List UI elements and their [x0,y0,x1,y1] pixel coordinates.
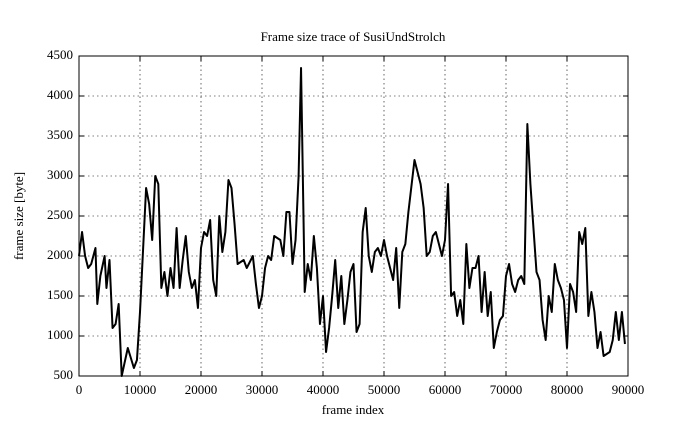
y-tick-label: 500 [54,367,74,382]
y-tick-label: 2500 [47,207,73,222]
y-tick-label: 2000 [47,247,73,262]
x-tick-label: 30000 [246,382,279,397]
x-tick-label: 10000 [124,382,157,397]
x-tick-label: 80000 [551,382,584,397]
y-tick-label: 3500 [47,127,73,142]
y-tick-label: 1000 [47,327,73,342]
data-line [78,67,626,377]
y-tick-label: 4000 [47,87,73,102]
x-axis-label: frame index [322,402,385,417]
x-tick-label: 0 [76,382,83,397]
x-tick-label: 90000 [612,382,645,397]
y-tick-label: 1500 [47,287,73,302]
x-tick-label: 70000 [490,382,523,397]
plot-frame [78,55,629,377]
chart-title: Frame size trace of SusiUndStrolch [261,29,446,44]
x-tick-label: 60000 [429,382,462,397]
x-tick-label: 50000 [368,382,401,397]
x-tick-label: 20000 [185,382,218,397]
y-tick-label: 4500 [47,47,73,62]
y-axis-label: frame size [byte] [11,172,26,260]
y-tick-label: 3000 [47,167,73,182]
x-tick-label: 40000 [307,382,340,397]
